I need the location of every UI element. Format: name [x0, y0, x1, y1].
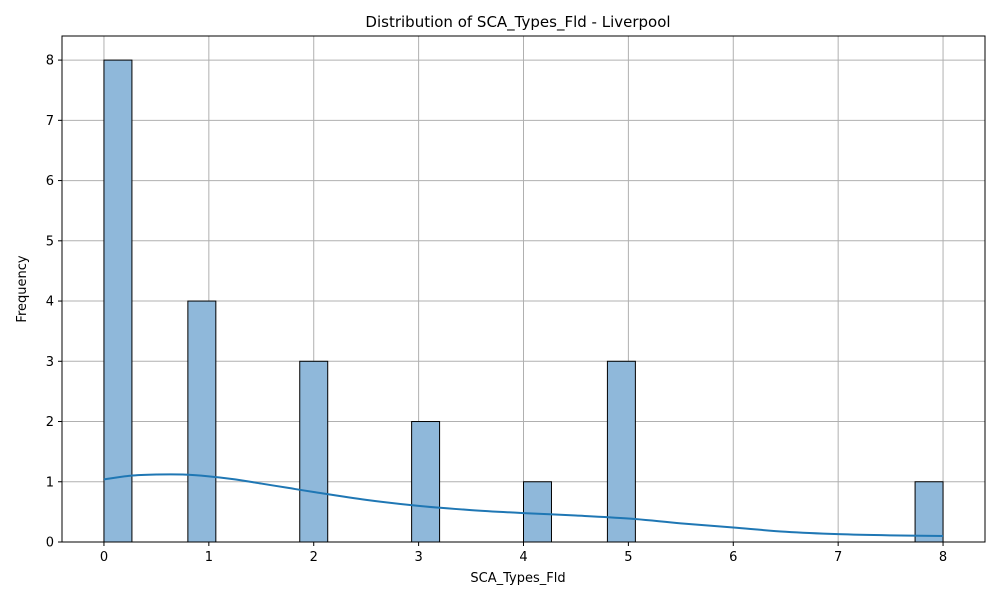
histogram-bar [523, 481, 552, 543]
kde-curve-group [103, 473, 944, 537]
y-axis-label: Frequency [15, 255, 30, 322]
y-tick-label: 7 [46, 114, 54, 129]
y-tick-label: 6 [46, 174, 54, 189]
histogram-bar [411, 421, 441, 543]
y-tick-label: 4 [46, 295, 54, 310]
y-tick-label: 0 [46, 536, 54, 551]
histogram-bar [606, 360, 636, 543]
x-tick-label: 4 [519, 550, 527, 565]
axis-ticks: 0 1 2 3 4 5 6 7 8 0 1 2 3 4 5 6 7 8 [46, 54, 947, 565]
x-tick-label: 5 [624, 550, 632, 565]
x-tick-label: 3 [414, 550, 422, 565]
y-tick-label: 3 [46, 355, 54, 370]
y-tick-label: 5 [46, 234, 54, 249]
x-tick-label: 2 [310, 550, 318, 565]
histogram-bar [914, 481, 944, 543]
y-tick-label: 2 [46, 415, 54, 430]
histogram-bars [103, 59, 944, 543]
x-tick-label: 7 [834, 550, 842, 565]
histogram-bar [187, 300, 217, 543]
histogram-bar [103, 59, 133, 543]
x-tick-label: 6 [729, 550, 737, 565]
y-tick-label: 8 [46, 54, 54, 69]
x-tick-label: 8 [939, 550, 947, 565]
chart-title: Distribution of SCA_Types_Fld - Liverpoo… [365, 13, 670, 32]
histogram-bar [299, 360, 329, 543]
x-axis-label: SCA_Types_Fld [470, 571, 565, 586]
x-tick-label: 0 [100, 550, 108, 565]
x-tick-label: 1 [205, 550, 213, 565]
y-tick-label: 1 [46, 475, 54, 490]
kde-curve [103, 473, 944, 537]
